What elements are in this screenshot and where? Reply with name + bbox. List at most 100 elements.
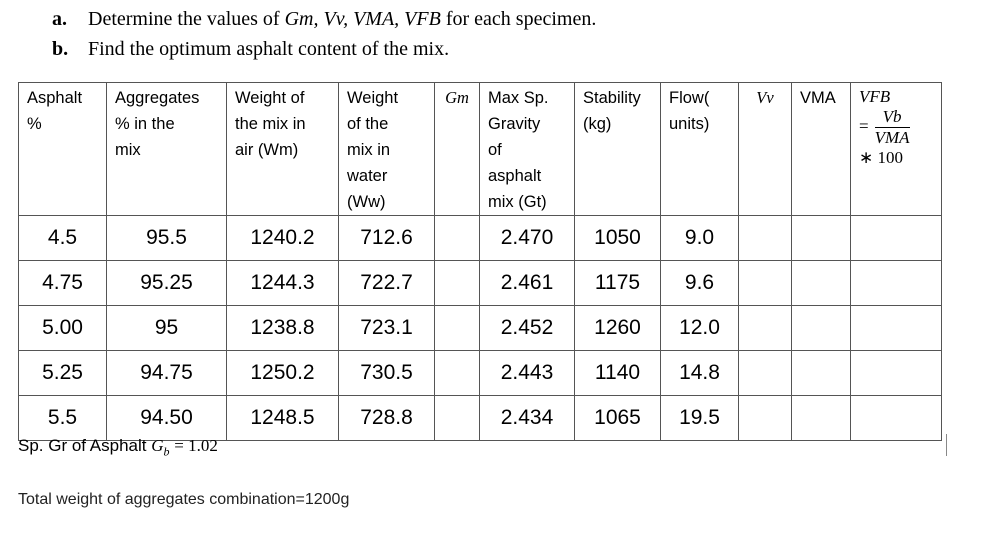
table-cell-vfb [850, 350, 942, 396]
table-cell-vv [738, 305, 792, 351]
vfb-fraction: Vb VMA [874, 107, 910, 148]
asphalt-gravity-symbol: Gb [151, 436, 170, 459]
table-cell-flow: 12.0 [660, 305, 739, 351]
table-cell-flow: 9.0 [660, 215, 739, 261]
table-cell-aggregates: 95 [106, 305, 227, 351]
header-flow-line: units) [669, 115, 710, 133]
table-cell-weight-water: 712.6 [338, 215, 435, 261]
header-aggregates-line: Aggregates [115, 89, 200, 107]
header-weight-water-line: Weight [347, 89, 399, 107]
asphalt-gravity-note: Sp. Gr of Asphalt Gb = 1.02 [18, 436, 218, 459]
header-asphalt: Asphalt% [18, 82, 107, 216]
table-cell-aggregates: 95.5 [106, 215, 227, 261]
table-cell-weight-air: 1244.3 [226, 260, 339, 306]
table-cell-stability: 1260 [574, 305, 661, 351]
header-max-sp-line: mix (Gt) [488, 193, 547, 211]
header-flow-line: Flow( [669, 89, 710, 107]
header-aggregates: Aggregates % in the mix [106, 82, 227, 216]
table-cell-aggregates: 95.25 [106, 260, 227, 306]
table-cell-vma [791, 350, 851, 396]
vfb-numerator: Vb [874, 107, 910, 128]
header-max-sp: Max Sp. Gravity of asphalt mix (Gt) [479, 82, 575, 216]
table-row: 4.5 95.5 1240.2 712.6 2.470 1050 9.0 [18, 215, 942, 261]
table-cell-gm [434, 350, 480, 396]
vfb-title: VFB [859, 87, 891, 106]
table-cell-weight-water: 723.1 [338, 305, 435, 351]
aggregate-total-note: Total weight of aggregates combination=1… [18, 491, 350, 508]
table-cell-weight-water: 730.5 [338, 350, 435, 396]
table-cell-vma [791, 260, 851, 306]
header-max-sp-line: Gravity [488, 115, 541, 133]
table-cell-vma [791, 305, 851, 351]
table-cell-stability: 1065 [574, 395, 661, 441]
header-vv-line: Vv [756, 88, 774, 107]
header-vma: VMA [791, 82, 851, 216]
table-cell-vfb [850, 215, 942, 261]
table-cell-gm [434, 305, 480, 351]
header-weight-water: Weight of the mix in water (Ww) [338, 82, 435, 216]
table-cell-aggregates: 94.50 [106, 395, 227, 441]
table-header-row: Asphalt% Aggregates % in the mix Weight of th… [18, 82, 942, 216]
vfb-multiplier: ∗ 100 [859, 148, 903, 167]
asphalt-gravity-label: Sp. Gr of Asphalt [18, 436, 147, 455]
table-cell-weight-water: 728.8 [338, 395, 435, 441]
header-weight-water-line: mix in [347, 141, 391, 159]
table-cell-flow: 9.6 [660, 260, 739, 306]
table-cell-max-sp: 2.461 [479, 260, 575, 306]
question-a-math: Gm, Vv, VMA, VFB [284, 8, 441, 30]
table-cell-max-sp: 2.434 [479, 395, 575, 441]
table-cell-vv [738, 215, 792, 261]
header-flow: Flow( units) [660, 82, 739, 216]
question-a-label: a. [52, 8, 67, 30]
question-b-text: Find the optimum asphalt content of the … [88, 38, 450, 60]
table-cell-max-sp: 2.452 [479, 305, 575, 351]
table-cell-vv [738, 395, 792, 441]
table-cell-weight-air: 1250.2 [226, 350, 339, 396]
header-weight-air-line: the mix in [235, 115, 306, 133]
table-cell-vv [738, 260, 792, 306]
table-cell-vv [738, 350, 792, 396]
header-stability-line: (kg) [583, 115, 612, 133]
header-max-sp-line: Max Sp. [488, 89, 549, 107]
table-cell-flow: 19.5 [660, 395, 739, 441]
header-max-sp-line: asphalt [488, 167, 542, 185]
header-stability-line: Stability [583, 89, 641, 107]
table-cell-stability: 1050 [574, 215, 661, 261]
table-cell-weight-air: 1240.2 [226, 215, 339, 261]
table-cell-vfb [850, 395, 942, 441]
table-cell-flow: 14.8 [660, 350, 739, 396]
header-max-sp-line: of [488, 141, 502, 159]
table-edge-mark [946, 434, 947, 456]
question-a: a. Determine the values of Gm, Vv, VMA, V… [52, 7, 596, 31]
table-cell-asphalt: 4.75 [18, 260, 107, 306]
table-cell-stability: 1140 [574, 350, 661, 396]
table-cell-max-sp: 2.470 [479, 215, 575, 261]
question-b-label: b. [52, 38, 69, 60]
header-asphalt-line: % [27, 115, 42, 133]
table-cell-asphalt: 5.25 [18, 350, 107, 396]
table-cell-stability: 1175 [574, 260, 661, 306]
table-row: 5.00 95 1238.8 723.1 2.452 1260 12.0 [18, 305, 942, 351]
table-cell-vma [791, 395, 851, 441]
table-cell-gm [434, 215, 480, 261]
header-vma-line: VMA [800, 89, 836, 107]
question-a-text: Determine the values of [88, 8, 280, 30]
vfb-denominator: VMA [874, 128, 910, 147]
header-aggregates-line: % in the [115, 115, 175, 133]
table-cell-vfb [850, 305, 942, 351]
table-cell-gm [434, 260, 480, 306]
table-row: 5.5 94.50 1248.5 728.8 2.434 1065 19.5 [18, 395, 942, 441]
table-cell-asphalt: 5.5 [18, 395, 107, 441]
question-b: b. Find the optimum asphalt content of th… [52, 37, 449, 61]
table-cell-weight-air: 1238.8 [226, 305, 339, 351]
marshall-data-table: Asphalt% Aggregates % in the mix Weight of th… [18, 82, 942, 441]
table-cell-asphalt: 5.00 [18, 305, 107, 351]
header-weight-water-line: (Ww) [347, 193, 386, 211]
header-vv: Vv [738, 82, 792, 216]
table-cell-asphalt: 4.5 [18, 215, 107, 261]
header-gm: Gm [434, 82, 480, 216]
table-row: 5.25 94.75 1250.2 730.5 2.443 1140 14.8 [18, 350, 942, 396]
header-aggregates-line: mix [115, 141, 141, 159]
header-asphalt-line: Asphalt [27, 89, 83, 107]
table-cell-weight-air: 1248.5 [226, 395, 339, 441]
